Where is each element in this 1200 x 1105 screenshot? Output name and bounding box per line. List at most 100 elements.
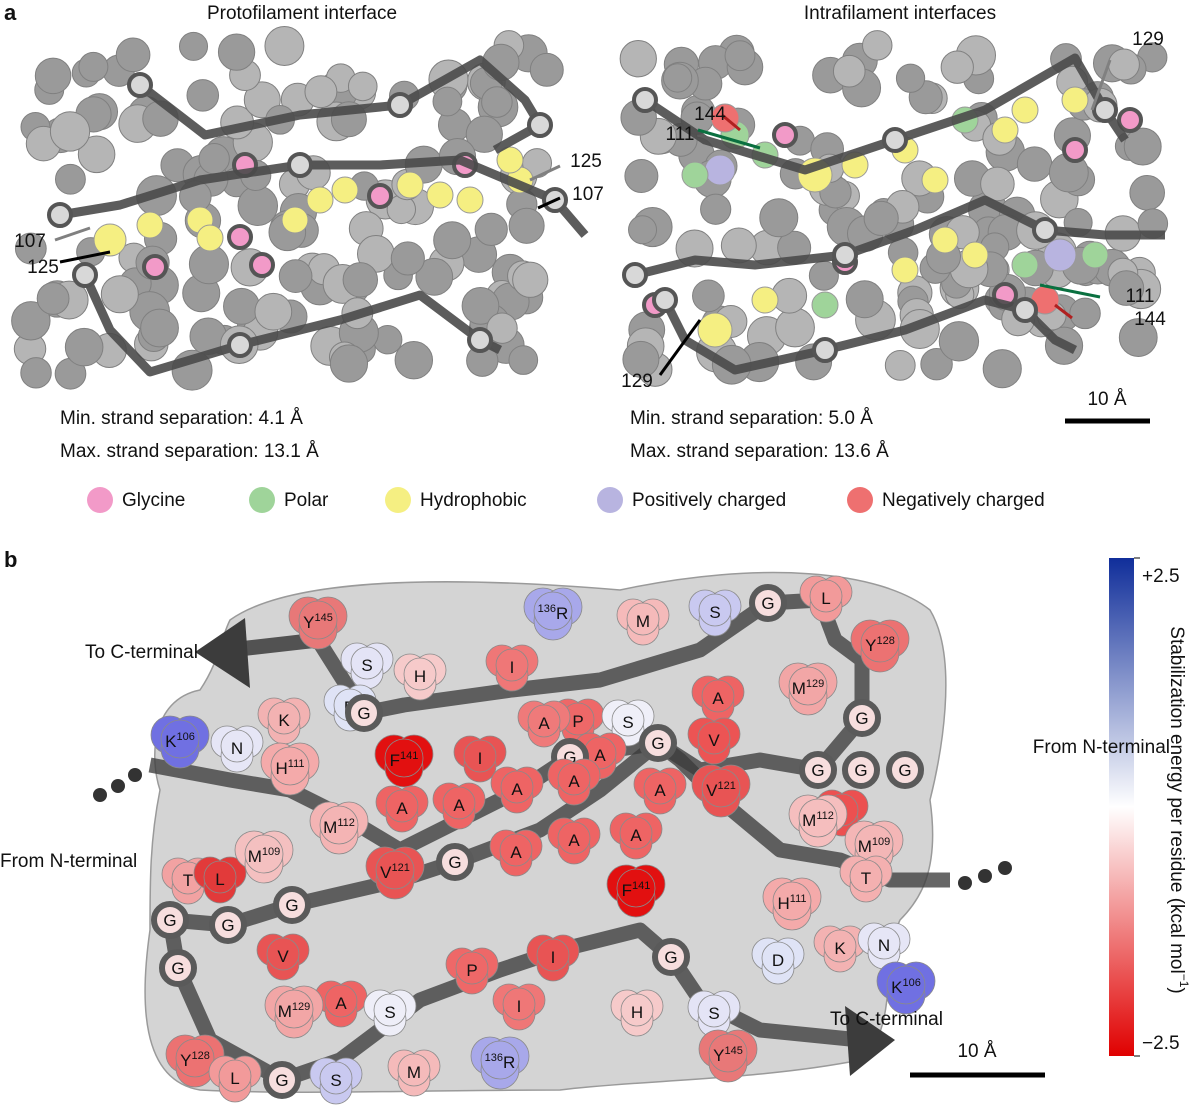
residue-letter: A (712, 689, 724, 708)
residue-letter: G (811, 761, 824, 780)
atom-blob (465, 115, 503, 153)
glycine (886, 751, 924, 789)
residue-blob (385, 789, 419, 823)
residue-letter: M (802, 811, 816, 830)
annotation: 144 (1134, 309, 1166, 330)
legend-label: Polar (284, 490, 329, 511)
residue: 136R (470, 1036, 530, 1090)
residue-number: 121 (717, 780, 735, 792)
residue: G (209, 906, 247, 944)
residue: K (257, 697, 311, 745)
glycine (263, 1061, 301, 1099)
atom-blob (619, 40, 657, 78)
leader-line (1039, 283, 1101, 299)
residue-blob (281, 206, 309, 234)
residue-blob (921, 166, 949, 194)
residue-label: N (878, 936, 890, 955)
residue-letter: M (792, 679, 806, 698)
atom-blob (512, 261, 549, 298)
residue: S (340, 642, 394, 690)
annotation: To C-terminal (85, 642, 198, 663)
residue-blob (384, 738, 424, 778)
atom-blob (940, 50, 974, 84)
atom-blob (78, 51, 109, 82)
leader-line (1054, 303, 1073, 320)
residue-label: M112 (323, 817, 355, 838)
residue-blob (891, 256, 919, 284)
atom-blob (347, 71, 378, 102)
residue-letter: T (183, 871, 193, 890)
atom-blob (508, 345, 539, 375)
dot (998, 861, 1012, 875)
residue-blob (886, 965, 926, 1005)
residue-label: S (330, 1071, 341, 1090)
residue-blob (426, 181, 454, 209)
residue-letter: A (630, 826, 642, 845)
residue-letter: G (285, 896, 298, 915)
residue: G (263, 1061, 301, 1099)
glycine (227, 224, 253, 250)
residue-label: M109 (858, 836, 891, 857)
residue: H111 (260, 742, 320, 796)
backbone (660, 295, 1078, 375)
residue-label: H (631, 1003, 643, 1022)
legend-label: Positively charged (632, 490, 786, 511)
residue-number: 106 (902, 977, 920, 989)
residue-blob (160, 719, 200, 759)
residue-label: A (335, 994, 347, 1013)
residue-number: 129 (292, 1001, 310, 1013)
residue-letter: G (854, 761, 867, 780)
residue-ring (387, 92, 413, 118)
atom-blob (198, 143, 230, 175)
residue-letter: A (510, 843, 522, 862)
atom-blob (692, 279, 725, 313)
residue: I (485, 644, 539, 692)
dot (958, 876, 972, 890)
leader-line (537, 196, 561, 210)
residue: A (691, 675, 745, 723)
residue-blob (811, 291, 839, 319)
residue-letter: N (231, 739, 243, 758)
residue-label: G (898, 761, 911, 780)
residue: I (492, 983, 546, 1031)
residue-letter: S (622, 713, 633, 732)
atom-blob (342, 262, 379, 298)
residue-letter: G (761, 594, 774, 613)
residue-blob (324, 984, 358, 1018)
backbone (59, 155, 589, 238)
leader-line (529, 164, 561, 182)
leader-line (721, 113, 741, 132)
atom-blob (863, 200, 899, 236)
atom-blob (1069, 297, 1101, 330)
residue-label: P (572, 712, 583, 731)
caption: Min. strand separation: 4.1 Å (60, 408, 303, 429)
atom-blob (775, 307, 815, 348)
legend-label: Glycine (122, 490, 185, 511)
residue-blob (616, 868, 656, 908)
residue-letter: K (834, 939, 846, 958)
residue-letter: G (855, 709, 868, 728)
residue-letter: L (215, 870, 224, 889)
residue-letter: D (772, 951, 784, 970)
colorbar-title-end: ) (1166, 987, 1187, 993)
residue-letter: V (380, 863, 392, 882)
residue: F141 (606, 864, 666, 918)
residue-blob (620, 993, 654, 1027)
residue-label: 136R (485, 1052, 516, 1073)
residue: A (547, 758, 601, 806)
caption: Max. strand separation: 13.6 Å (630, 441, 889, 462)
atom-blob (304, 75, 338, 109)
residue-blob (860, 623, 900, 663)
residue: G (843, 699, 881, 737)
dot (128, 768, 142, 782)
residue: I (453, 735, 507, 783)
residue: Y145 (698, 1029, 758, 1083)
atom-blob (140, 308, 179, 348)
residue: S (687, 990, 741, 1038)
residue-blob (931, 226, 959, 254)
residue-blob (823, 929, 857, 963)
residue-letter: G (221, 916, 234, 935)
residue-blob (350, 646, 384, 680)
residue-label: G (285, 896, 298, 915)
residue-blob (203, 860, 237, 894)
